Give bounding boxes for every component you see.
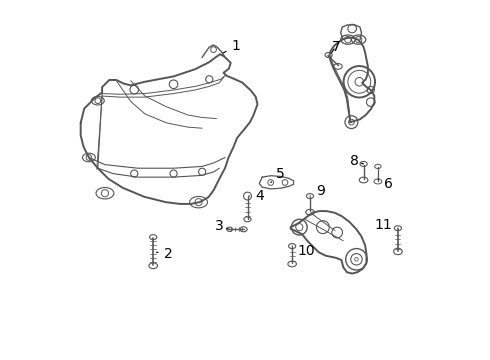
Text: 7: 7 — [331, 40, 340, 54]
Text: 2: 2 — [156, 247, 172, 261]
Text: 8: 8 — [350, 154, 364, 168]
Text: 4: 4 — [248, 189, 264, 203]
Text: 1: 1 — [223, 39, 240, 53]
Text: 6: 6 — [378, 176, 392, 190]
Text: 3: 3 — [215, 219, 229, 233]
Text: 5: 5 — [270, 167, 285, 183]
Text: 10: 10 — [292, 244, 316, 258]
Text: 11: 11 — [374, 218, 398, 231]
Text: 9: 9 — [310, 184, 324, 198]
